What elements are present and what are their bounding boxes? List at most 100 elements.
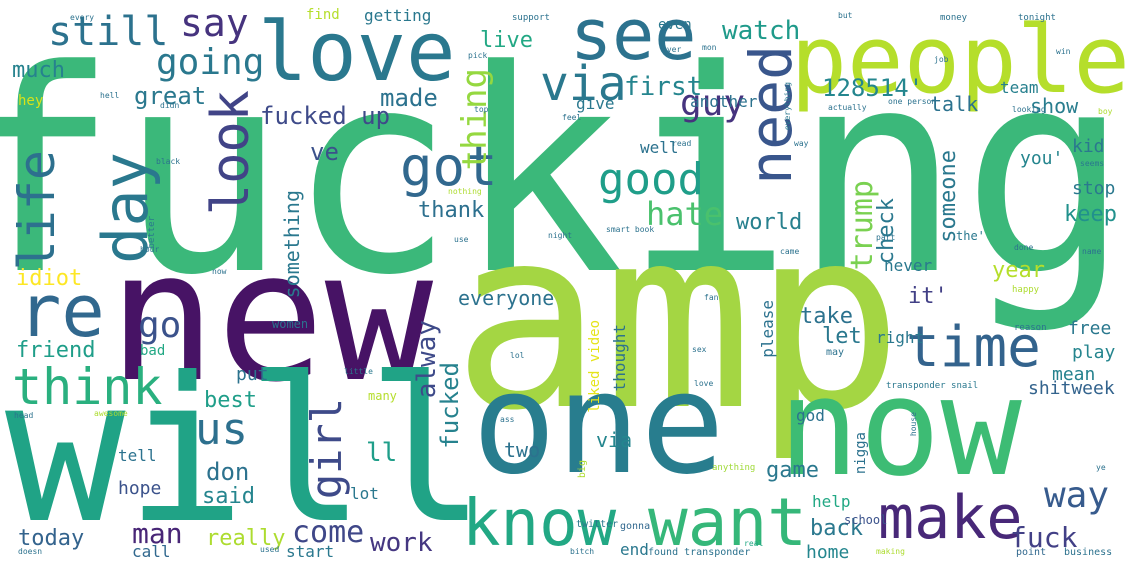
word-thought: thought [610, 324, 629, 392]
word-team: team [1000, 78, 1039, 97]
word-thank: thank [418, 198, 485, 223]
word-come: come [292, 515, 365, 550]
word-want: want [648, 484, 807, 561]
word-end: end [620, 540, 649, 559]
word-stop: stop [1072, 178, 1116, 199]
word-transponder-snail: transponder snail [886, 381, 979, 391]
word-look: look [201, 90, 261, 216]
word-use: use [454, 235, 469, 244]
word-name: name [1082, 247, 1102, 256]
word-ll: ll [366, 438, 398, 468]
word-really: really [206, 526, 286, 551]
word-friend: friend [16, 338, 96, 363]
word-real: real [744, 539, 764, 548]
word-idiot: idiot [16, 266, 83, 291]
word-check: check [874, 198, 899, 265]
word-world: world [736, 210, 803, 235]
word-hope: hope [118, 478, 162, 499]
word-ever: ever [662, 45, 682, 54]
word-but: but [838, 11, 853, 20]
word-anything: anything [712, 463, 756, 473]
word-black: black [156, 157, 181, 166]
word-god: god [796, 406, 825, 425]
word-help: help [812, 492, 851, 511]
word-used: used [260, 545, 280, 554]
word-thing: thing [455, 68, 495, 171]
word-maybe: may [826, 347, 845, 358]
word-talk: talk [930, 92, 979, 116]
word-see: see [570, 0, 697, 76]
word-today: today [18, 526, 85, 551]
word-first: first [624, 72, 703, 102]
word-free: free [1068, 318, 1112, 339]
word-better: better [147, 216, 157, 249]
word-made: made [380, 84, 438, 112]
word-twitter: twitter [576, 519, 619, 530]
word-play: play [1072, 342, 1116, 363]
word-call: call [132, 542, 171, 561]
word-looking: looking [1012, 105, 1046, 114]
word-making: making [876, 547, 905, 556]
word-ass: ass [500, 415, 515, 424]
word-something: something [280, 190, 304, 299]
word-hey: hey [18, 93, 44, 109]
word-hour: hour [140, 245, 160, 254]
word-don: don [206, 458, 250, 486]
word-reason: reason [1014, 323, 1047, 333]
word-amp: amp [452, 174, 904, 465]
word-came: came [780, 247, 800, 256]
word-much: much [12, 58, 65, 83]
word-women: women [272, 317, 309, 331]
word-the: the' [956, 229, 985, 243]
word-give: give [576, 94, 615, 113]
word-school: school [844, 513, 888, 527]
word-man: man [132, 517, 183, 550]
word-feel: feel [562, 113, 582, 122]
word-let: let [822, 324, 862, 349]
word-nigga: nigga [853, 432, 869, 475]
word-via: via [540, 56, 627, 112]
word-guy: guy [680, 83, 746, 124]
word-128514: 128514' [822, 74, 924, 102]
word-doesn: doesn [18, 547, 43, 556]
word-way: way [1044, 475, 1110, 516]
word-said: said [202, 484, 255, 509]
word-even: even [658, 17, 692, 33]
word-fucked-up: fucked up [260, 102, 391, 130]
word-lot: lot [350, 484, 379, 503]
word-found-transponder: found transponder [648, 547, 751, 558]
word-seems: seems [1080, 159, 1105, 168]
word-house: house [909, 412, 918, 437]
word-going: going [156, 42, 265, 83]
word-show: show [1030, 94, 1079, 118]
word-tonight: tonight [1018, 13, 1056, 23]
word-another: another [690, 92, 758, 111]
word-love: love [258, 5, 456, 100]
word-fucked: fucked [436, 362, 464, 449]
word-head: head [14, 411, 34, 420]
word-now: now [778, 349, 1022, 506]
word-take: take [800, 304, 853, 329]
word-ve: ve [310, 138, 339, 166]
word-job: job [934, 55, 949, 64]
word-go: go [138, 305, 182, 346]
word-home: home [806, 542, 850, 563]
word-night: night [548, 231, 573, 240]
word-watch: watch [722, 16, 801, 46]
word-still: still [48, 9, 169, 55]
word-happy: happy [1012, 285, 1040, 295]
word-hell: hell [100, 91, 120, 100]
word-love2: love [694, 379, 714, 388]
word-point: point [1016, 547, 1047, 558]
word-will: will [5, 335, 487, 568]
word-us: us [195, 404, 248, 455]
word-live: live [480, 28, 533, 53]
word-everything: everything [783, 82, 792, 131]
word-money: money [940, 13, 968, 23]
word-awesome: awesome [94, 409, 128, 418]
word-smart-book: smart book [606, 225, 655, 234]
word-little: little [344, 367, 373, 376]
word-back: back [810, 516, 863, 541]
word-say2: ye [1096, 463, 1106, 472]
word-put: put [236, 364, 269, 385]
